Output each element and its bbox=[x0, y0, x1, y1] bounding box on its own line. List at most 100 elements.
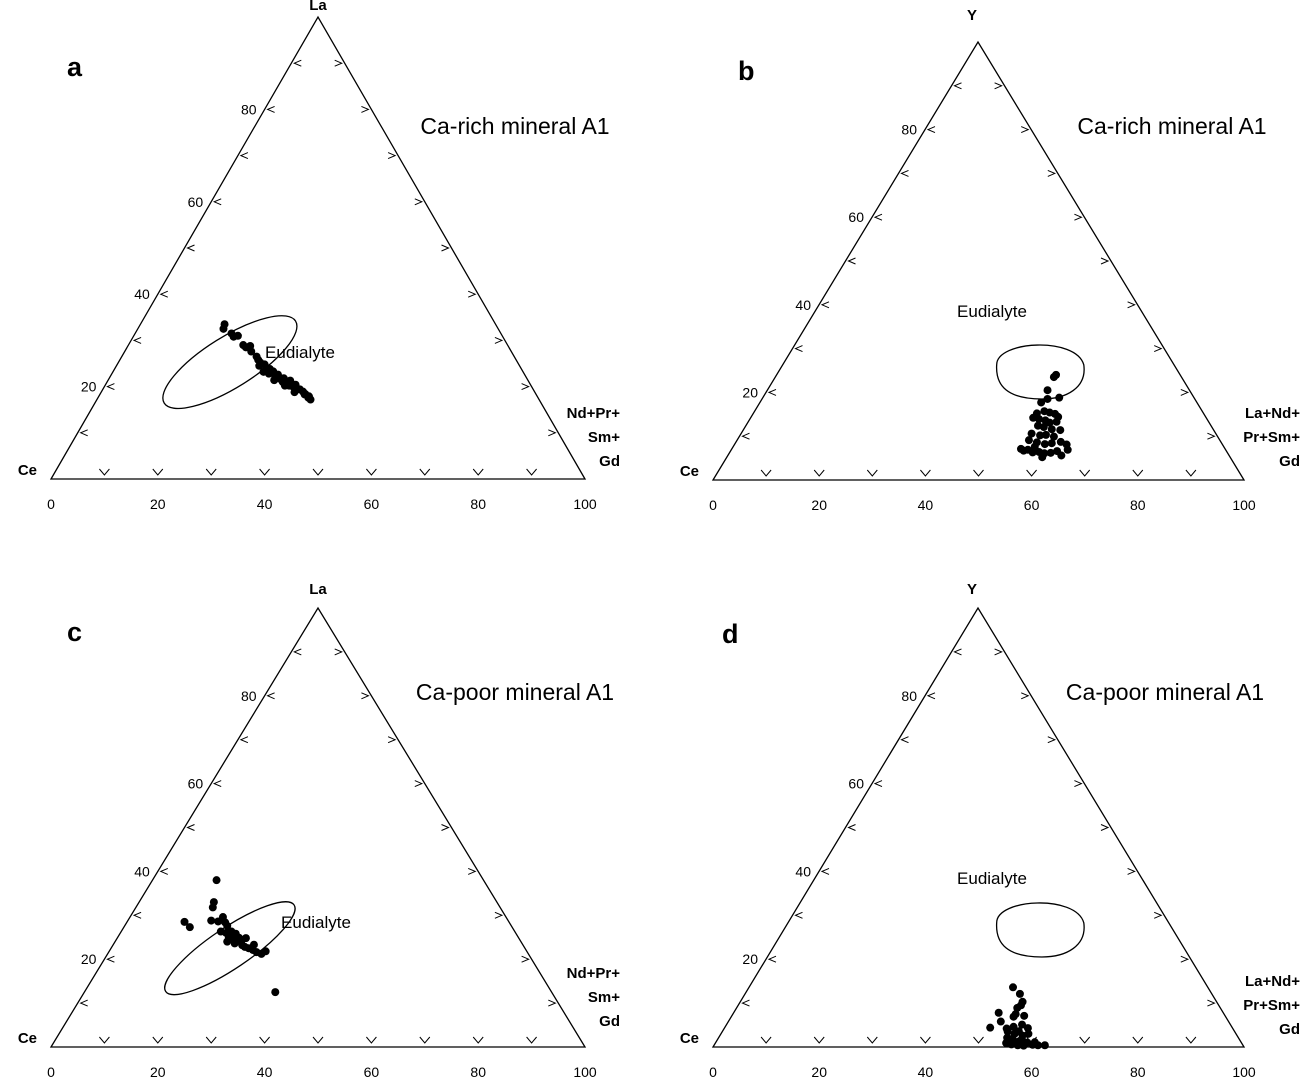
right-tick bbox=[1180, 388, 1190, 396]
x-tick-label: 100 bbox=[1232, 497, 1256, 513]
right-tick bbox=[994, 648, 1003, 656]
x-tick-label: 100 bbox=[1232, 1064, 1256, 1080]
data-point bbox=[996, 1017, 1005, 1026]
data-point bbox=[219, 324, 228, 333]
base-tick bbox=[920, 1036, 931, 1044]
data-point bbox=[1063, 445, 1072, 454]
left-tick bbox=[132, 336, 142, 344]
left-tick bbox=[794, 911, 803, 919]
base-tick bbox=[419, 468, 431, 476]
x-tick-label: 60 bbox=[364, 496, 380, 512]
panel-letter: d bbox=[722, 619, 739, 649]
data-point bbox=[1030, 442, 1039, 451]
x-tick-label: 0 bbox=[709, 497, 717, 513]
left-tick-label: 60 bbox=[188, 776, 204, 792]
right-tick bbox=[521, 955, 530, 963]
right-tick bbox=[1021, 126, 1030, 134]
ternary-panel-d: 0 20 40 60 80 100 20 40 60 80 Y Ce La+Nd+ Pr+Sm+ Gd d Ca… bbox=[680, 581, 1300, 1080]
ternary-panel-b: 0 20 40 60 80 100 20 40 60 80 Y Ce La+Nd+ Pr+Sm+ Gd b Ca… bbox=[680, 7, 1300, 513]
left-tick bbox=[266, 692, 275, 700]
data-point bbox=[1047, 425, 1056, 434]
data-point bbox=[1009, 983, 1018, 992]
right-tick bbox=[1021, 692, 1030, 700]
eudialyte-label: Eudialyte bbox=[265, 343, 335, 362]
left-tick bbox=[212, 198, 222, 206]
right-tick bbox=[1047, 736, 1057, 744]
data-point bbox=[301, 389, 310, 398]
data-point bbox=[290, 388, 299, 397]
data-point bbox=[1057, 451, 1066, 460]
right-tick bbox=[1127, 301, 1136, 309]
data-point bbox=[1040, 440, 1049, 449]
data-point bbox=[1052, 417, 1061, 426]
right-tick bbox=[1100, 824, 1110, 831]
right-vertex-label: Gd bbox=[1279, 453, 1300, 470]
left-tick bbox=[266, 105, 275, 113]
x-tick-label: 0 bbox=[47, 496, 55, 512]
right-tick bbox=[1127, 867, 1136, 875]
base-tick bbox=[1132, 469, 1144, 477]
base-tick bbox=[259, 1036, 270, 1044]
left-vertex-label: Ce bbox=[18, 462, 37, 479]
data-point bbox=[1020, 1011, 1029, 1020]
right-tick bbox=[414, 780, 424, 788]
left-tick bbox=[953, 82, 962, 90]
data-point bbox=[994, 1008, 1003, 1017]
left-tick bbox=[741, 999, 750, 1007]
base-tick bbox=[205, 1036, 217, 1044]
top-vertex-label: La bbox=[309, 581, 327, 598]
right-tick bbox=[334, 648, 343, 656]
left-tick bbox=[132, 911, 142, 919]
left-tick bbox=[926, 126, 936, 134]
triangle-outline bbox=[711, 606, 1246, 1048]
left-tick bbox=[926, 692, 936, 700]
left-tick bbox=[900, 736, 909, 744]
data-point bbox=[1016, 1001, 1025, 1010]
data-point bbox=[1056, 426, 1065, 435]
data-point bbox=[1052, 370, 1061, 379]
base-tick bbox=[99, 1036, 110, 1044]
left-tick bbox=[953, 648, 962, 656]
left-tick bbox=[873, 213, 883, 221]
right-vertex-label: Nd+Pr+ bbox=[567, 405, 621, 422]
data-point bbox=[180, 917, 189, 926]
right-tick bbox=[387, 736, 397, 744]
base-tick bbox=[152, 1036, 164, 1044]
left-vertex-label: Ce bbox=[680, 463, 699, 480]
left-tick bbox=[293, 648, 302, 656]
right-tick bbox=[468, 867, 477, 875]
eudialyte-label: Eudialyte bbox=[281, 913, 351, 932]
x-tick-label: 0 bbox=[47, 1064, 55, 1080]
right-vertex-label: Pr+Sm+ bbox=[1243, 429, 1300, 446]
x-tick-label: 60 bbox=[1024, 497, 1040, 513]
data-point bbox=[1055, 393, 1064, 402]
left-tick bbox=[767, 388, 777, 396]
right-vertex-label: La+Nd+ bbox=[1245, 973, 1300, 990]
data-point bbox=[247, 347, 256, 356]
data-point bbox=[986, 1023, 995, 1032]
x-tick-label: 40 bbox=[257, 496, 273, 512]
right-tick bbox=[1207, 432, 1216, 440]
base-tick bbox=[920, 469, 931, 477]
left-tick-label: 40 bbox=[134, 863, 150, 879]
left-tick bbox=[293, 59, 302, 67]
left-tick bbox=[186, 244, 195, 252]
data-point bbox=[1039, 423, 1048, 432]
data-point bbox=[233, 331, 242, 340]
left-tick bbox=[847, 257, 856, 265]
x-tick-label: 20 bbox=[811, 1064, 827, 1080]
data-point bbox=[223, 921, 232, 930]
left-tick bbox=[239, 736, 249, 744]
left-tick-label: 40 bbox=[134, 286, 150, 302]
base-tick bbox=[1079, 1036, 1091, 1044]
base-tick bbox=[973, 1036, 984, 1044]
base-tick bbox=[366, 468, 377, 476]
x-tick-label: 100 bbox=[573, 496, 597, 512]
x-tick-label: 0 bbox=[709, 1064, 717, 1080]
data-point bbox=[223, 937, 232, 946]
left-tick bbox=[79, 429, 88, 437]
base-tick bbox=[152, 468, 164, 476]
base-tick bbox=[472, 1036, 484, 1044]
base-tick bbox=[1132, 1036, 1144, 1044]
eudialyte-field bbox=[996, 902, 1085, 958]
